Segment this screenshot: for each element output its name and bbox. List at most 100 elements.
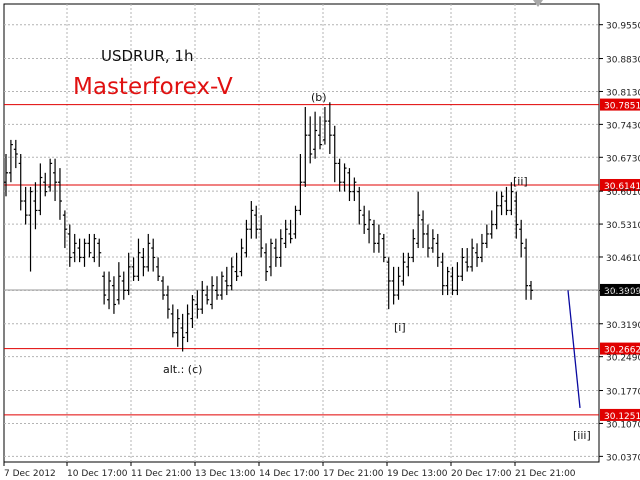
- ohlc-bar: [303, 106, 308, 187]
- ohlc-bar: [342, 163, 347, 192]
- ohlc-bar: [435, 233, 440, 267]
- x-tick-label: 7 Dec 2012: [4, 469, 56, 479]
- ohlc-bar: [504, 186, 509, 216]
- y-tick-label: 30.7430: [606, 121, 640, 131]
- ohlc-bar: [386, 257, 391, 310]
- ohlc-bar: [107, 271, 112, 310]
- ohlc-bar: [352, 177, 357, 202]
- projection-line: [567, 290, 581, 408]
- ohlc-bar: [146, 233, 151, 272]
- ohlc-bar: [33, 182, 38, 230]
- ohlc-bar: [170, 304, 175, 338]
- ohlc-bar: [425, 224, 430, 258]
- ohlc-bar: [161, 276, 166, 300]
- brand-label: Masterforex-V: [73, 74, 233, 100]
- wave-label: alt.: (c): [163, 363, 202, 376]
- current-price-label: 30.3909: [604, 287, 640, 297]
- wave-label: [iii]: [573, 429, 591, 442]
- ohlc-bar: [28, 186, 33, 272]
- ohlc-bar: [396, 266, 401, 300]
- ohlc-bar: [259, 215, 264, 258]
- ohlc-bar: [87, 233, 92, 258]
- ohlc-bar: [48, 158, 53, 192]
- ohlc-bar: [347, 168, 352, 202]
- symbol-label: USDRUR, 1h: [101, 47, 194, 65]
- ohlc-bar: [136, 238, 141, 281]
- ohlc-bar: [82, 238, 87, 267]
- y-tick-label: 30.6010: [606, 188, 640, 198]
- ohlc-bar: [421, 210, 426, 249]
- ohlc-bar: [479, 233, 484, 263]
- ohlc-bar: [165, 285, 170, 319]
- y-tick-label: 30.8130: [606, 88, 640, 98]
- ohlc-bar: [489, 210, 494, 239]
- ohlc-bar: [327, 102, 332, 155]
- ohlc-bar: [509, 182, 514, 216]
- ohlc-bar: [229, 257, 234, 291]
- x-tick-label: 13 Dec 13:00: [195, 469, 256, 479]
- ohlc-bar: [195, 290, 200, 319]
- ohlc-bar: [53, 158, 58, 202]
- ohlc-bar: [175, 309, 180, 347]
- ohlc-bar: [313, 111, 318, 159]
- ohlc-bar: [38, 163, 43, 216]
- ohlc-bar: [322, 106, 327, 145]
- ohlc-bar: [445, 266, 450, 296]
- ohlc-bar: [337, 158, 342, 192]
- ohlc-bar: [224, 266, 229, 296]
- y-axis: 30.9550 30.8830 30.8130 30.7430 30.6730 30.60…: [599, 22, 640, 463]
- ohlc-bar: [200, 280, 205, 314]
- ohlc-bar: [529, 280, 533, 300]
- ohlc-bar: [205, 285, 210, 305]
- ohlc-bar: [278, 229, 283, 267]
- ohlc-bar: [293, 205, 298, 239]
- ohlc-bar: [362, 205, 367, 234]
- ohlc-bar: [406, 252, 411, 277]
- ohlc-bar: [97, 238, 102, 267]
- ohlc-bar: [524, 238, 529, 300]
- ohlc-bar: [460, 248, 465, 281]
- current-price-tag: [600, 283, 640, 296]
- ohlc-bar: [234, 252, 239, 281]
- y-tick-label: 30.6730: [606, 154, 640, 164]
- wave-label: [i]: [394, 321, 406, 334]
- ohlc-bar: [519, 219, 524, 258]
- ohlc-bar: [190, 295, 195, 328]
- ohlc-bar: [4, 154, 8, 197]
- level-lines: 30.7851 30.6141 30.2662 30.1251 30.3909: [4, 98, 640, 422]
- ohlc-bar: [92, 233, 97, 263]
- chart-shift-marker-icon[interactable]: [533, 0, 543, 7]
- ohlc-bar: [77, 238, 82, 263]
- x-tick-label: 21 Dec 21:00: [515, 469, 576, 479]
- ohlc-bar: [254, 205, 259, 239]
- x-axis: 7 Dec 2012 10 Dec 17:00 11 Dec 21:00 13 Dec…: [3, 462, 576, 479]
- ohlc-bar: [18, 154, 23, 211]
- level-price-tag: [600, 178, 640, 191]
- wave-labels: (b) [ii] [i] alt.: (c) [iii]: [163, 91, 591, 442]
- ohlc-bar: [298, 154, 303, 216]
- ohlc-bar: [210, 276, 215, 310]
- ohlc-bar: [156, 257, 161, 281]
- ohlc-bar: [249, 201, 254, 239]
- wave-label: [ii]: [513, 175, 528, 188]
- level-price-tag: [600, 342, 640, 355]
- ohlc-bar: [308, 116, 313, 164]
- x-tick-label: 17 Dec 21:00: [323, 469, 384, 479]
- ohlc-bar: [475, 243, 480, 267]
- ohlc-bar: [494, 191, 499, 230]
- y-tick-label: 30.1070: [606, 420, 640, 430]
- x-tick-label: 14 Dec 17:00: [259, 469, 320, 479]
- ohlc-bar: [219, 271, 224, 300]
- plot-frame: [3, 3, 600, 463]
- ohlc-bar: [401, 252, 406, 286]
- x-tick-label: 11 Dec 21:00: [131, 469, 192, 479]
- ohlc-bar: [268, 238, 273, 277]
- ohlc-bar: [244, 219, 249, 258]
- ohlc-bar: [141, 248, 146, 277]
- ohlc-bar: [23, 186, 28, 225]
- y-tick-label: 30.0370: [606, 453, 640, 463]
- level-price-label: 30.1251: [604, 412, 640, 422]
- ohlc-bar: [185, 304, 190, 343]
- ohlc-bar: [450, 266, 455, 296]
